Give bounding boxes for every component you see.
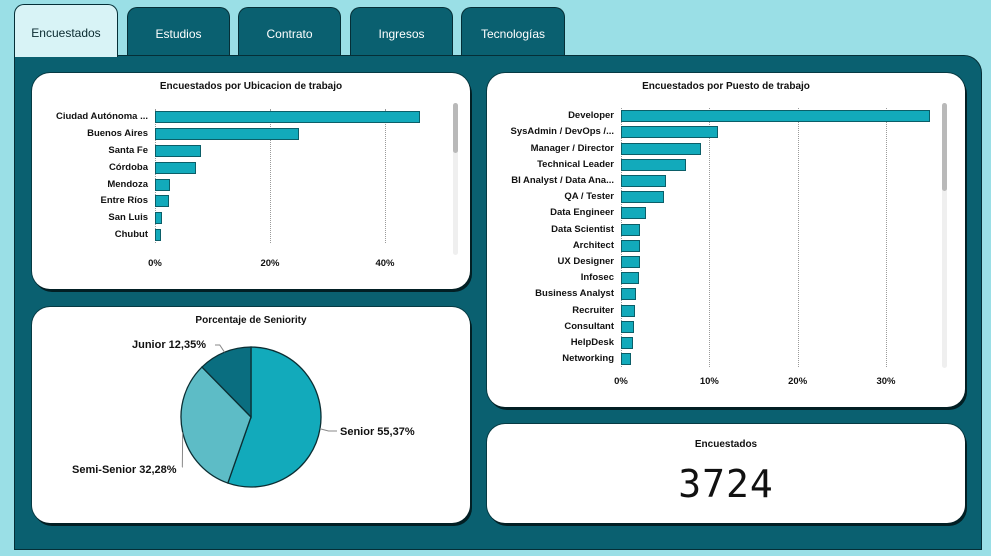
puesto-bar[interactable]	[621, 353, 631, 366]
puesto-category-label: BI Analyst / Data Ana...	[511, 174, 614, 186]
puesto-category-label: HelpDesk	[570, 336, 614, 348]
puesto-bar[interactable]	[621, 223, 641, 236]
tab-encuestados[interactable]: Encuestados	[14, 4, 118, 57]
puesto-bar[interactable]	[621, 320, 635, 333]
pie-slice-semi-senior[interactable]	[180, 366, 252, 484]
puesto-category-label: QA / Tester	[564, 191, 614, 203]
puesto-bar[interactable]	[621, 336, 634, 349]
puesto-category-label: Architect	[572, 239, 614, 251]
pie-label-semi-senior: Semi-Senior 32,28%	[72, 464, 177, 476]
puesto-tick-label: 30%	[876, 376, 896, 387]
kpi-card: Encuestados 3724	[487, 424, 965, 523]
puesto-scroll-thumb[interactable]	[942, 103, 947, 191]
puesto-scrollbar[interactable]	[942, 103, 947, 368]
tab-bar: Encuestados Estudios Contrato Ingresos T…	[0, 0, 991, 60]
puesto-bar[interactable]	[621, 255, 640, 268]
puesto-tick-label: 20%	[788, 376, 808, 387]
kpi-title: Encuestados	[694, 439, 758, 450]
puesto-bar[interactable]	[621, 191, 665, 204]
pie-leader-semi-senior	[181, 432, 184, 468]
ubicacion-scrollbar[interactable]	[453, 103, 458, 255]
ubicacion-bar[interactable]	[155, 195, 169, 208]
ubicacion-gridline	[270, 109, 271, 244]
puesto-category-label: Developer	[568, 110, 614, 122]
seniority-pie-chart	[180, 344, 337, 488]
puesto-bar[interactable]	[621, 272, 639, 285]
ubicacion-category-label: San Luis	[108, 212, 148, 224]
tab-contrato[interactable]: Contrato	[238, 7, 341, 55]
kpi-value: 3724	[678, 462, 774, 506]
pie-leader-senior	[319, 428, 337, 432]
ubicacion-category-label: Chubut	[114, 229, 148, 240]
ubicacion-category-label: Córdoba	[108, 161, 148, 173]
ubicacion-bar[interactable]	[155, 161, 197, 174]
ubicacion-bar[interactable]	[155, 229, 161, 241]
puesto-category-label: Data Engineer	[550, 207, 614, 219]
tab-ingresos[interactable]: Ingresos	[350, 7, 453, 55]
seniority-chart-title: Porcentaje de Seniority	[195, 315, 307, 326]
ubicacion-gridline	[385, 109, 386, 244]
ubicacion-gridline	[155, 109, 156, 244]
puesto-gridline	[709, 108, 711, 368]
ubicacion-chart-title: Encuestados por Ubicacion de trabajo	[159, 81, 343, 92]
puesto-bar[interactable]	[621, 142, 702, 155]
ubicacion-bar[interactable]	[155, 128, 299, 141]
puesto-category-label: Technical Leader	[537, 158, 614, 170]
puesto-bar[interactable]	[621, 158, 687, 171]
puesto-bar[interactable]	[621, 288, 637, 301]
tab-estudios[interactable]: Estudios	[127, 7, 230, 55]
puesto-category-label: Infosec	[580, 272, 614, 284]
ubicacion-bar[interactable]	[155, 145, 201, 157]
puesto-card: Encuestados por Puesto de trabajo 0% 10% 2…	[487, 73, 965, 407]
puesto-category-label: Data Scientist	[551, 223, 614, 235]
ubicacion-bar[interactable]	[155, 212, 163, 225]
puesto-category-label: Recruiter	[572, 304, 614, 316]
puesto-category-label: Business Analyst	[535, 288, 614, 300]
pie-label-senior: Senior 55,37%	[340, 426, 415, 438]
puesto-gridline	[886, 108, 887, 368]
puesto-gridline	[797, 108, 799, 368]
ubicacion-bar[interactable]	[155, 178, 170, 191]
ubicacion-tick-label: 40%	[375, 258, 395, 269]
puesto-chart-title: Encuestados por Puesto de trabajo	[642, 81, 810, 92]
puesto-category-label: UX Designer	[557, 255, 615, 267]
ubicacion-category-label: Mendoza	[107, 178, 148, 190]
puesto-gridline	[621, 108, 622, 368]
puesto-bar[interactable]	[621, 126, 719, 139]
ubicacion-tick-label: 20%	[260, 258, 280, 269]
seniority-card: Porcentaje de Seniority Junior 12,35% Se…	[32, 307, 470, 523]
ubicacion-category-label: Entre Ríos	[100, 195, 148, 207]
ubicacion-card: Encuestados por Ubicacion de trabajo 0% 2…	[32, 73, 470, 289]
ubicacion-category-label: Buenos Aires	[87, 128, 148, 140]
puesto-bar[interactable]	[621, 110, 931, 123]
ubicacion-bar[interactable]	[155, 111, 420, 124]
puesto-category-label: Consultant	[564, 320, 614, 332]
puesto-bar[interactable]	[621, 174, 667, 187]
ubicacion-scroll-thumb[interactable]	[453, 103, 458, 153]
pie-leader-junior	[215, 344, 225, 353]
puesto-tick-label: 0%	[614, 376, 628, 387]
tab-tecnologias[interactable]: Tecnologías	[461, 7, 565, 55]
puesto-bar[interactable]	[621, 239, 641, 252]
puesto-category-label: SysAdmin / DevOps /...	[510, 126, 614, 138]
puesto-bar[interactable]	[621, 207, 646, 220]
puesto-category-label: Networking	[562, 353, 614, 365]
puesto-tick-label: 10%	[699, 376, 719, 387]
pie-label-junior: Junior 12,35%	[132, 339, 206, 351]
ubicacion-tick-label: 0%	[148, 258, 162, 269]
puesto-category-label: Manager / Director	[530, 142, 614, 154]
ubicacion-category-label: Ciudad Autónoma ...	[55, 111, 148, 123]
ubicacion-category-label: Santa Fe	[108, 145, 148, 156]
puesto-bar[interactable]	[621, 304, 636, 317]
